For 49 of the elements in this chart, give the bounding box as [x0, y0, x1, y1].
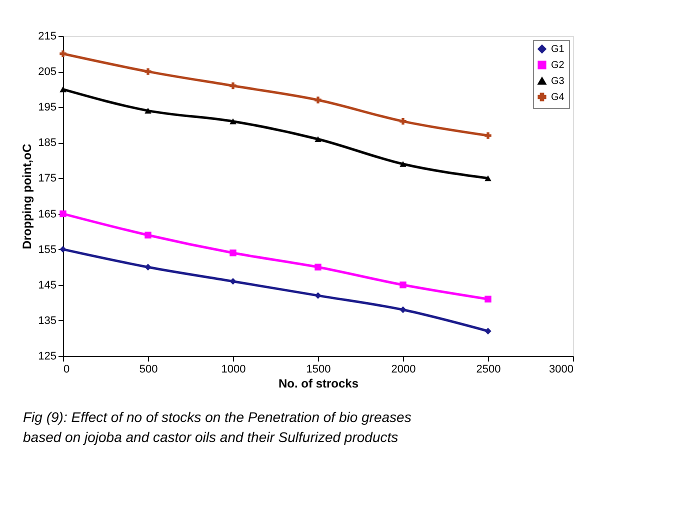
y-tick-label: 125 — [38, 350, 56, 362]
point — [314, 292, 322, 299]
point — [484, 175, 492, 182]
point — [484, 296, 492, 302]
x-axis-title: No. of strocks — [278, 376, 359, 390]
y-tick-label: 145 — [38, 279, 56, 292]
point — [60, 246, 66, 253]
point — [314, 96, 322, 104]
y-axis-title: Dropping point,oC — [20, 144, 34, 250]
legend-label: G4 — [551, 92, 565, 103]
y-tick-label: 155 — [38, 244, 56, 256]
x-tick-label: 500 — [139, 364, 158, 376]
x-tick-label: 3000 — [549, 364, 574, 376]
y-tick-label: 135 — [38, 314, 56, 327]
y-tick-label: 215 — [38, 30, 56, 42]
y-tick-label: 185 — [38, 137, 56, 150]
x-tick-label: 2000 — [391, 364, 416, 376]
point — [144, 68, 152, 75]
point — [400, 161, 406, 167]
point — [484, 328, 492, 334]
x-tick-label: 0 — [64, 364, 70, 376]
text: based on jojoba and castor oils and their Sulfurized products — [23, 429, 398, 445]
y-tick-label: 195 — [38, 102, 56, 114]
x-tick-label: 2500 — [476, 364, 501, 376]
text: Fig (9): Effect of no of stocks on the Penetration of bio greases — [23, 409, 412, 425]
point — [144, 108, 152, 114]
y-tick-label: 205 — [38, 66, 56, 78]
legend-label: G2 — [551, 60, 565, 71]
point — [144, 264, 152, 270]
point — [400, 118, 406, 125]
point — [60, 50, 66, 58]
point — [230, 82, 236, 90]
x-tick-label: 1500 — [306, 364, 331, 376]
legend-label: G3 — [551, 76, 565, 87]
point — [230, 250, 236, 256]
point — [314, 136, 322, 142]
point — [400, 306, 406, 314]
y-tick-label: 165 — [38, 208, 56, 220]
point — [230, 118, 236, 124]
point — [144, 232, 152, 238]
point — [484, 132, 492, 139]
point — [60, 86, 66, 92]
point — [314, 264, 322, 270]
y-tick-label: 175 — [38, 172, 56, 185]
x-tick-label: 1000 — [221, 364, 246, 376]
point — [400, 282, 406, 288]
legend-label: G1 — [551, 44, 565, 55]
point — [60, 210, 66, 218]
point — [230, 278, 236, 285]
